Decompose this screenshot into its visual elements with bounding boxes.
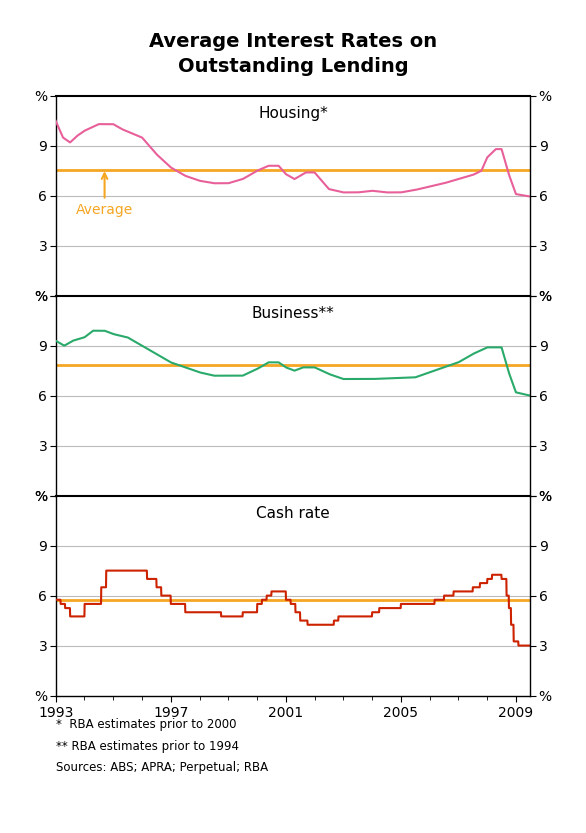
Text: Average Interest Rates on
Outstanding Lending: Average Interest Rates on Outstanding Le… [149, 32, 437, 76]
Text: *  RBA estimates prior to 2000: * RBA estimates prior to 2000 [56, 718, 236, 731]
Text: Housing*: Housing* [258, 106, 328, 121]
Text: Cash rate: Cash rate [256, 506, 330, 521]
Text: Average: Average [76, 173, 133, 217]
Text: ** RBA estimates prior to 1994: ** RBA estimates prior to 1994 [56, 740, 239, 753]
Text: Business**: Business** [251, 306, 335, 321]
Text: Sources: ABS; APRA; Perpetual; RBA: Sources: ABS; APRA; Perpetual; RBA [56, 761, 268, 775]
